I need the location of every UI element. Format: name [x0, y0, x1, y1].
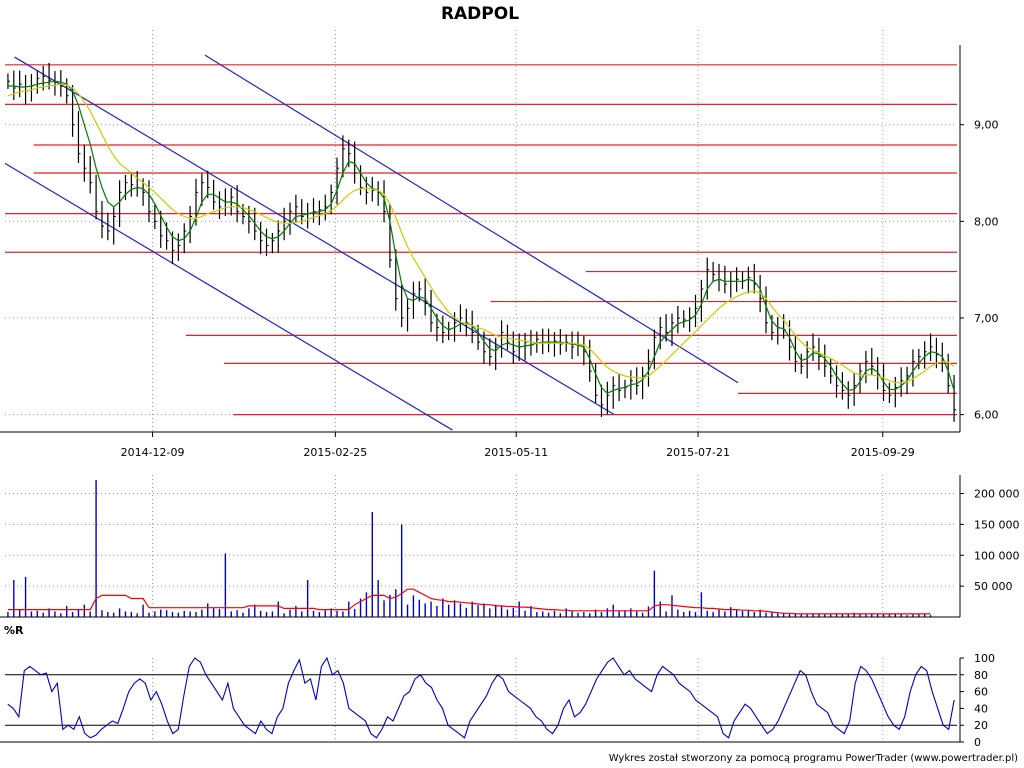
y-tick-label: 8,00: [974, 215, 999, 228]
williams-r-panel: %R 0 20 40 60 80 100: [0, 624, 995, 749]
y-tick-label: 0: [974, 736, 981, 749]
y-tick-label: 80: [974, 669, 988, 682]
support-resistance-levels: [5, 64, 957, 416]
y-tick-label: 60: [974, 686, 988, 699]
x-tick-label: 2014-12-09: [121, 446, 185, 459]
price-panel: 2014-12-09 2015-02-25 2015-05-11 2015-07-21…: [0, 30, 999, 459]
williams-r-line: [7, 656, 955, 739]
y-tick-label: 7,00: [974, 312, 999, 325]
volume-grid: [5, 475, 957, 617]
volume-axes: 50 000 100 000 150 000 200 000: [0, 475, 1020, 618]
trend-line: [4, 162, 453, 431]
trend-line: [14, 56, 615, 416]
moving-average-line: [7, 80, 955, 395]
price-bars: [7, 62, 957, 422]
x-tick-label: 2015-02-25: [303, 446, 367, 459]
x-tick-label: 2015-07-21: [666, 446, 730, 459]
trend-lines: [4, 54, 739, 431]
volume-average-line: [7, 588, 931, 615]
y-tick-label: 200 000: [974, 488, 1020, 501]
williams-r-polyline: [7, 656, 955, 739]
y-tick-label: 150 000: [974, 518, 1020, 531]
footer-credit: Wykres został stworzony za pomocą progra…: [609, 753, 1018, 764]
trend-line: [204, 54, 739, 384]
price-axes: 2014-12-09 2015-02-25 2015-05-11 2015-07-21…: [0, 45, 999, 459]
y-tick-label: 40: [974, 702, 988, 715]
moving-averages: [7, 80, 955, 395]
volume-average-polyline: [7, 588, 931, 615]
moving-average-line: [7, 83, 955, 384]
volume-panel: 50 000 100 000 150 000 200 000: [0, 475, 1020, 618]
y-tick-label: 100: [974, 652, 995, 665]
x-tick-label: 2015-05-11: [484, 446, 548, 459]
y-tick-label: 20: [974, 719, 988, 732]
williams-r-axes: 0 20 40 60 80 100: [0, 652, 995, 749]
y-tick-label: 9,00: [974, 119, 999, 132]
y-tick-label: 50 000: [974, 580, 1013, 593]
volume-bars: [7, 479, 932, 617]
y-tick-label: 6,00: [974, 409, 999, 422]
williams-r-label: %R: [4, 624, 24, 637]
chart-title: RADPOL: [441, 4, 519, 24]
x-tick-label: 2015-09-29: [851, 446, 915, 459]
y-tick-label: 100 000: [974, 549, 1020, 562]
